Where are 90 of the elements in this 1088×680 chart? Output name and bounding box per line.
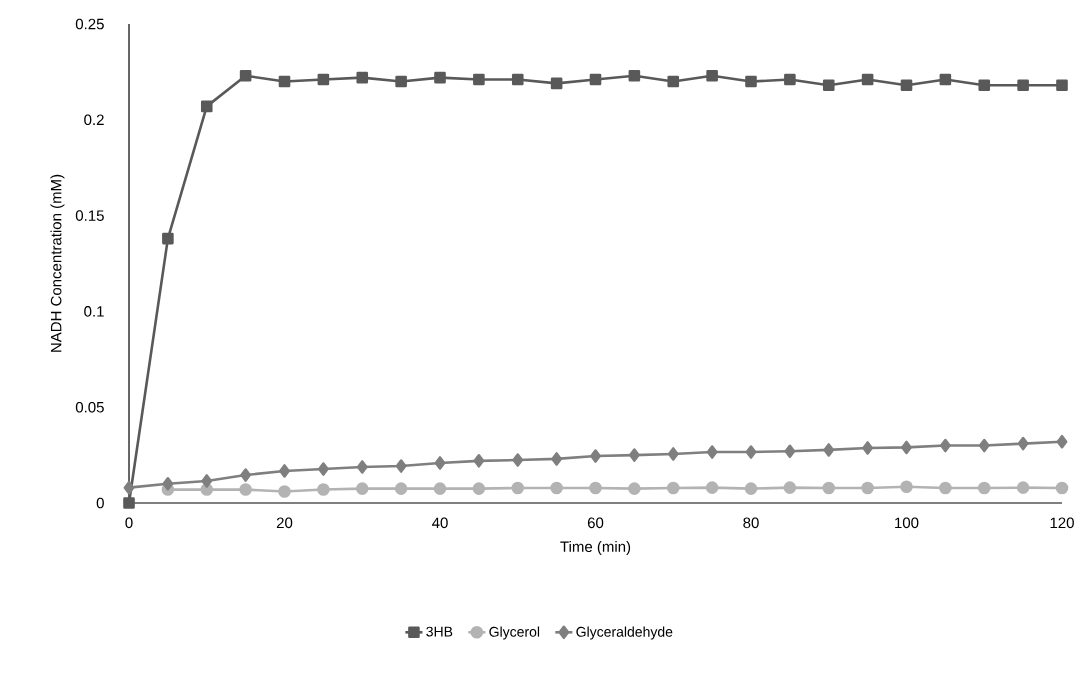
x-tick-label: 60 [587, 517, 604, 529]
point [395, 459, 407, 473]
x-tick-label: 0 [125, 517, 133, 529]
point [745, 445, 757, 459]
point [784, 73, 796, 86]
point [628, 482, 641, 495]
point [862, 441, 874, 455]
point [278, 75, 291, 88]
y-tick-label: 0.2 [84, 114, 104, 126]
point [666, 481, 680, 495]
point [1017, 79, 1029, 92]
point [822, 79, 835, 92]
point [1056, 79, 1068, 92]
point [355, 482, 369, 495]
point [511, 481, 525, 495]
point [1017, 436, 1029, 451]
point [317, 73, 330, 86]
point [472, 482, 486, 495]
point [784, 444, 796, 459]
point [939, 73, 952, 86]
x-tick-label: 80 [743, 517, 759, 529]
point [123, 480, 135, 495]
point [279, 464, 290, 478]
point [1016, 481, 1030, 494]
y-tick-label: 0.15 [75, 210, 104, 221]
legend-label: Glycerol [489, 626, 540, 640]
point [1055, 481, 1069, 495]
point [317, 462, 329, 476]
point [278, 485, 291, 498]
point [939, 438, 951, 453]
point [239, 69, 252, 82]
point [394, 482, 408, 495]
point [590, 449, 601, 463]
point [744, 482, 758, 495]
legend-label: 3HB [426, 626, 453, 637]
point [356, 460, 368, 474]
point [822, 481, 836, 495]
point [1056, 434, 1068, 449]
point [356, 71, 369, 84]
point [162, 477, 174, 491]
point [939, 481, 952, 495]
point [551, 452, 563, 466]
x-tick-label: 100 [895, 517, 919, 529]
point [823, 443, 835, 457]
point [667, 75, 680, 88]
point [200, 100, 213, 113]
point [123, 497, 135, 509]
point [589, 73, 602, 86]
legend-label: Glyceraldehyde [576, 626, 673, 640]
point [706, 445, 718, 459]
point [900, 79, 913, 92]
point [978, 438, 990, 453]
x-axis-title: Time (min) [560, 541, 631, 555]
point [706, 69, 718, 82]
x-tick-label: 120 [1050, 517, 1074, 529]
x-tick-label: 20 [276, 517, 293, 529]
point [512, 453, 524, 467]
point [901, 440, 912, 455]
point [745, 75, 757, 88]
point [628, 69, 641, 82]
point [589, 481, 602, 495]
point [434, 71, 446, 84]
point [473, 454, 485, 468]
point [511, 73, 524, 86]
point [240, 468, 252, 482]
y-tick-label: 0.25 [75, 18, 104, 30]
y-tick-label: 0.05 [75, 401, 104, 413]
point [317, 483, 330, 496]
point [977, 481, 991, 495]
point [900, 480, 913, 493]
point [667, 447, 679, 461]
point [783, 481, 797, 494]
point [978, 79, 991, 92]
point [705, 481, 719, 494]
y-tick-label: 0.1 [84, 306, 104, 317]
point [861, 73, 874, 86]
point [861, 481, 874, 495]
x-tick-label: 40 [432, 517, 448, 529]
point [434, 456, 446, 470]
point [550, 77, 563, 90]
point [628, 448, 640, 462]
point [550, 481, 563, 495]
point [473, 73, 485, 86]
point [239, 483, 252, 496]
point [433, 482, 447, 495]
point [201, 474, 213, 488]
point [162, 232, 174, 245]
y-tick-label: 0 [96, 497, 104, 509]
point [395, 75, 407, 88]
y-axis-title: NADH Concentration (mM) [50, 174, 65, 352]
